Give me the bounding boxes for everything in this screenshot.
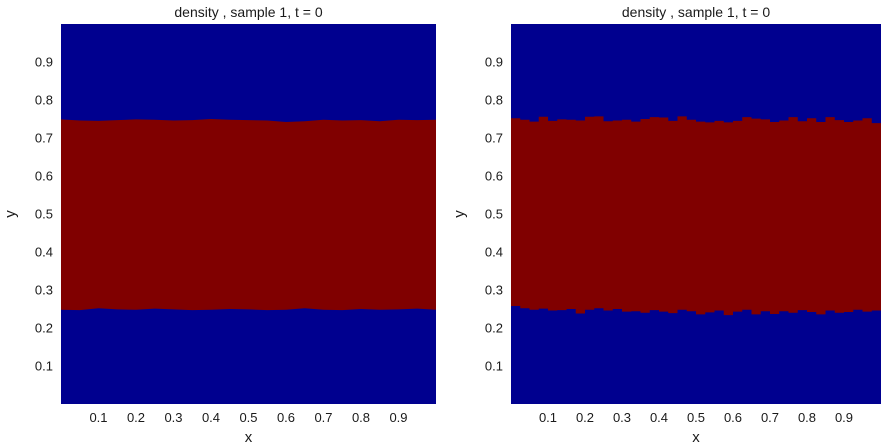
chart-title: density , sample 1, t = 0 [174, 4, 322, 20]
y-tick-label: 0.2 [485, 321, 503, 336]
x-tick-label: 0.2 [576, 410, 594, 425]
y-tick-label: 0.7 [485, 131, 503, 146]
chart-right: density , sample 1, t = 0 0.1 0.2 0.3 0.4 0.5… [451, 4, 881, 446]
x-tick-label: 0.5 [239, 410, 257, 425]
x-tick-label: 0.6 [724, 410, 742, 425]
x-axis-label: x [245, 429, 253, 446]
y-tick-label: 0.9 [35, 55, 53, 70]
x-tick-label: 0.7 [761, 410, 779, 425]
x-tick-label: 0.4 [650, 410, 668, 425]
x-tick-label: 0.8 [352, 410, 370, 425]
chart-title: density , sample 1, t = 0 [622, 4, 770, 20]
y-tick-label: 0.1 [485, 359, 503, 374]
y-axis-label: y [2, 210, 19, 218]
x-tick-label: 0.4 [202, 410, 220, 425]
y-tick-label: 0.2 [35, 321, 53, 336]
y-tick-label: 0.6 [35, 169, 53, 184]
x-tick-label: 0.9 [389, 410, 407, 425]
y-tick-label: 0.3 [35, 283, 53, 298]
y-tick-label: 0.4 [485, 245, 503, 260]
y-tick-label: 0.5 [35, 207, 53, 222]
x-tick-label: 0.8 [798, 410, 816, 425]
y-tick-label: 0.4 [35, 245, 53, 260]
y-tick-label: 0.8 [485, 93, 503, 108]
x-tick-label: 0.1 [89, 410, 107, 425]
y-tick-label: 0.5 [485, 207, 503, 222]
x-tick-label: 0.3 [164, 410, 182, 425]
y-tick-label: 0.1 [35, 359, 53, 374]
x-tick-label: 0.6 [277, 410, 295, 425]
y-axis-label: y [451, 210, 468, 218]
high-density-band [61, 119, 436, 311]
x-tick-label: 0.1 [539, 410, 557, 425]
x-tick-label: 0.7 [314, 410, 332, 425]
x-tick-label: 0.3 [613, 410, 631, 425]
y-tick-label: 0.6 [485, 169, 503, 184]
x-tick-label: 0.9 [835, 410, 853, 425]
y-tick-label: 0.9 [485, 55, 503, 70]
y-tick-label: 0.3 [485, 283, 503, 298]
x-tick-label: 0.5 [687, 410, 705, 425]
x-axis-label: x [692, 429, 700, 446]
y-tick-label: 0.8 [35, 93, 53, 108]
chart-left: density , sample 1, t = 0 0.1 0.2 0.3 0.4 0.5… [2, 4, 436, 446]
x-tick-label: 0.2 [127, 410, 145, 425]
y-tick-label: 0.7 [35, 131, 53, 146]
high-density-band [511, 116, 881, 316]
